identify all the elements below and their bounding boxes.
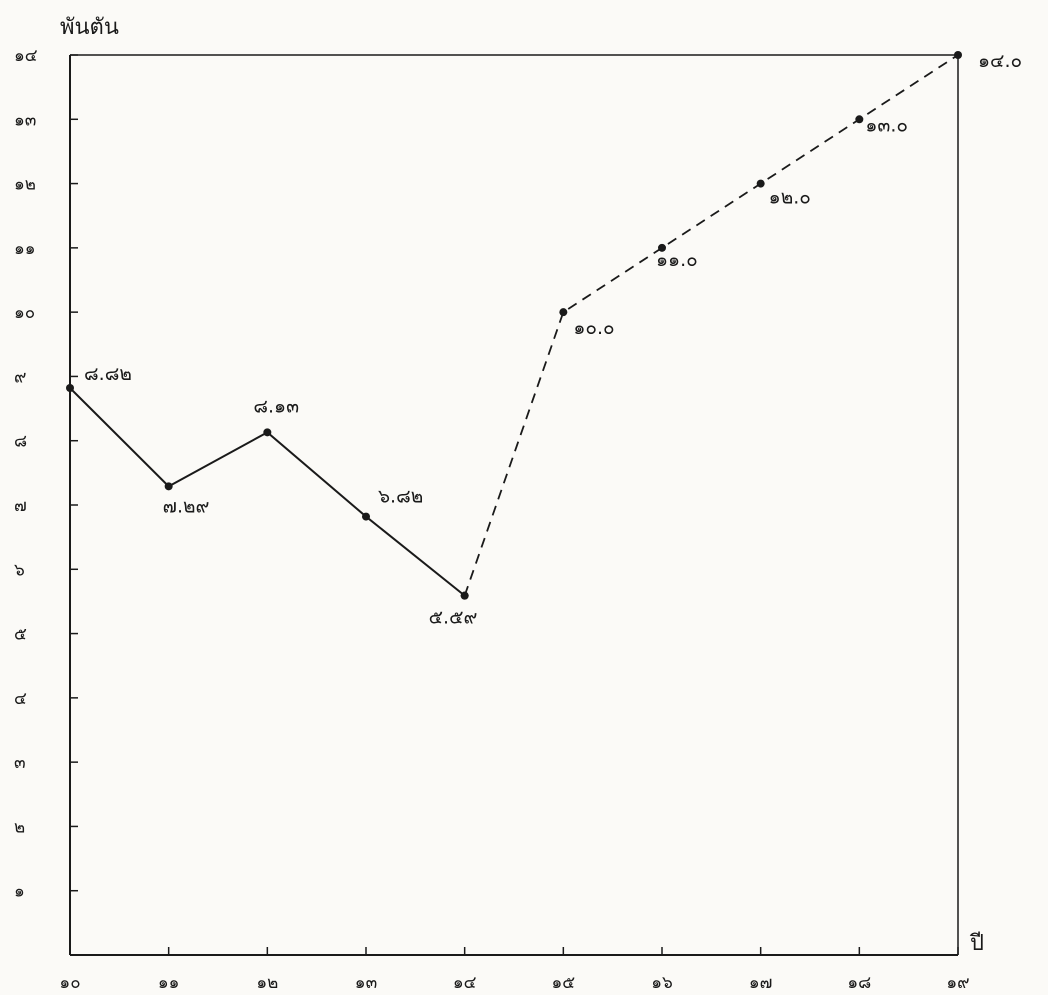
data-label: ๘.๑๓ xyxy=(253,395,299,417)
data-point xyxy=(263,428,272,437)
x-tick-label: ๑๒ xyxy=(256,973,278,993)
y-tick-label: ๕ xyxy=(14,625,27,645)
y-tick-label: ๒ xyxy=(14,817,25,837)
x-tick-label: ๑๗ xyxy=(749,973,773,993)
y-tick-label: ๗ xyxy=(14,496,27,516)
y-tick-label: ๑๓ xyxy=(14,110,36,130)
x-tick-label: ๑๓ xyxy=(355,973,377,993)
y-tick-label: ๖ xyxy=(14,560,25,580)
data-label: ๑๑.๐ xyxy=(656,249,698,271)
y-tick-label: ๙ xyxy=(14,367,26,387)
data-labels: ๘.๘๒๗.๒๙ ๘.๑๓๖.๘๒๕.๕๙ ๑๐.๐ ๑๑.๐ ๑๒.๐ ๑๓.๐ ๑๔.๐ xyxy=(84,50,1022,629)
x-tick-label: ๑๖ xyxy=(651,973,673,993)
data-point xyxy=(658,243,666,252)
x-tick-label: ๑๙ xyxy=(946,973,969,993)
y-tick-label: ๑๑ xyxy=(14,239,36,259)
data-label: ๘.๘๒ xyxy=(84,363,132,385)
data-point xyxy=(855,115,864,124)
y-tick-label: ๑๐ xyxy=(14,303,35,323)
y-tick-label: ๑ xyxy=(14,882,25,902)
x-tick-label: ๑๔ xyxy=(453,973,477,993)
data-label: ๑๓.๐ xyxy=(865,114,908,136)
data-label: ๑๔.๐ xyxy=(978,50,1022,72)
data-point xyxy=(756,179,765,188)
data-point xyxy=(559,308,568,317)
x-tick-label: ๑๕ xyxy=(551,973,575,993)
data-point xyxy=(362,512,370,521)
data-point xyxy=(66,384,74,392)
x-tick-label: ๑๘ xyxy=(847,973,871,993)
y-tick-label: ๑๔ xyxy=(14,46,38,66)
data-point xyxy=(954,51,962,59)
y-tick-label: ๔ xyxy=(14,689,27,709)
y-tick-label: ๘ xyxy=(14,432,27,452)
y-tick-label: ๓ xyxy=(14,753,26,773)
x-tick-label: ๑๑ xyxy=(158,973,180,993)
y-axis-title: พันตัน xyxy=(60,15,119,40)
series-line-projected xyxy=(463,54,959,596)
data-point xyxy=(164,482,173,491)
data-point xyxy=(460,591,469,600)
data-label: ๖.๘๒ xyxy=(378,486,423,508)
data-label: ๗.๒๙ xyxy=(163,495,210,517)
series-layer xyxy=(66,51,962,600)
x-ticks: ๑๐ ๑๑ ๑๒ ๑๓ ๑๔ ๑๕ ๑๖ ๑๗ ๑๘ ๑๙ xyxy=(59,947,970,993)
data-label: ๑๒.๐ xyxy=(769,187,811,209)
data-label: ๕.๕๙ xyxy=(429,607,478,629)
x-axis-title: ปี xyxy=(969,931,984,956)
y-tick-label: ๑๒ xyxy=(14,175,36,195)
data-label: ๑๐.๐ xyxy=(573,317,614,339)
x-tick-label: ๑๐ xyxy=(59,973,80,993)
